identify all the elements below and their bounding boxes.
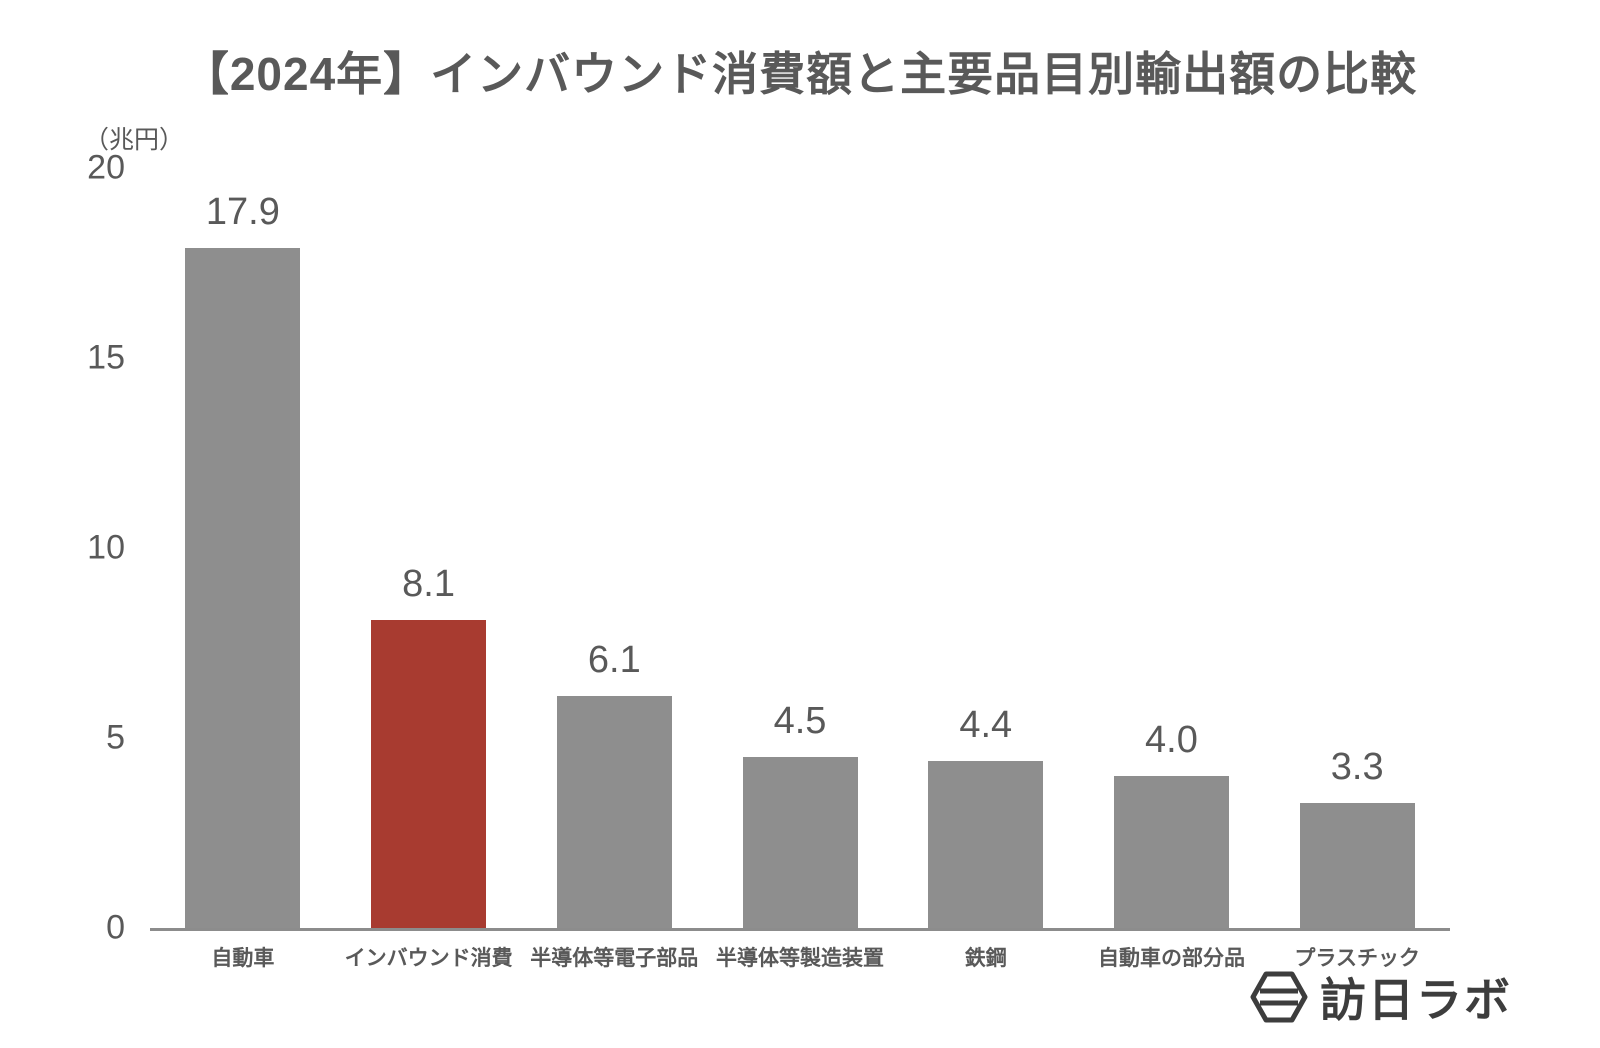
bar-group: 17.9 自動車 <box>150 168 336 970</box>
plot-area: 17.9 自動車 8.1 インバウンド消費 6.1 半導体等電子部品 4.5 半導体等製造装置… <box>150 168 1450 970</box>
bar-category-label: 自動車の部分品 <box>1097 947 1245 970</box>
bar-group: 4.4 鉄鋼 <box>893 168 1079 970</box>
bar-value-label: 8.1 <box>402 563 455 606</box>
bar-category-label: インバウンド消費 <box>344 947 513 970</box>
bar-value-label: 4.5 <box>773 700 827 742</box>
y-axis-tick-label: 0 <box>106 908 125 947</box>
bars-container: 17.9 自動車 8.1 インバウンド消費 6.1 半導体等電子部品 4.5 半導体等製造装置… <box>150 168 1450 970</box>
bar-group: 3.3 プラスチック <box>1264 168 1450 970</box>
y-axis-tick-label: 10 <box>87 528 125 567</box>
bar-value-label: 4.4 <box>959 703 1013 746</box>
bar-category-label: 自動車 <box>211 947 275 970</box>
bar <box>742 757 858 928</box>
y-axis-tick-label: 5 <box>106 718 125 757</box>
chart-title: 【2024年】インバウンド消費額と主要品目別輸出額の比較 <box>182 48 1418 100</box>
bar-category-label: 半導体等電子部品 <box>530 947 699 970</box>
bar <box>1113 776 1229 928</box>
bar-value-label: 17.9 <box>205 190 280 233</box>
bar-category-label: 鉄鋼 <box>964 947 1007 970</box>
bar <box>1299 802 1415 928</box>
y-axis-tick-label: 20 <box>87 148 125 187</box>
bar-group: 6.1 半導体等電子部品 <box>521 168 707 970</box>
hexagon-logo-icon <box>1250 970 1308 1024</box>
y-axis-unit-label: （兆円） <box>84 126 185 154</box>
bar <box>371 620 487 928</box>
bar-group: 8.1 インバウンド消費 <box>336 168 522 970</box>
bar <box>928 760 1044 928</box>
brand-logo: 訪日ラボ <box>1250 964 1512 1030</box>
y-axis-tick-label: 15 <box>87 338 125 377</box>
bar-value-label: 3.3 <box>1330 745 1384 788</box>
bar-category-label: 半導体等製造装置 <box>716 947 885 970</box>
bar <box>185 247 301 928</box>
bar <box>556 696 672 928</box>
bar-group: 4.0 自動車の部分品 <box>1079 168 1265 970</box>
y-axis: 0 5 10 15 20 <box>55 149 135 947</box>
bar-value-label: 6.1 <box>587 639 641 682</box>
brand-logo-text: 訪日ラボ <box>1320 974 1512 1026</box>
bar-category-label: プラスチック <box>1294 947 1420 970</box>
bar-group: 4.5 半導体等製造装置 <box>707 168 893 970</box>
bar-value-label: 4.0 <box>1145 719 1198 761</box>
